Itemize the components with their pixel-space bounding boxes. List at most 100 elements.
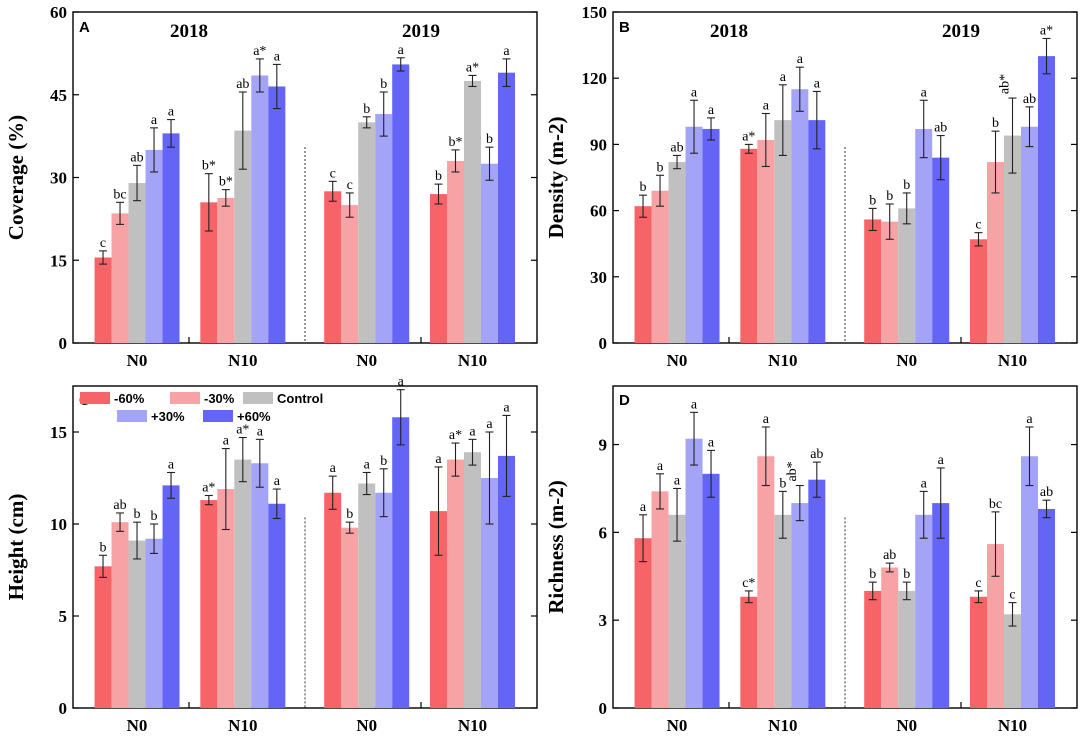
y-tick-label: 0 bbox=[599, 699, 608, 718]
x-category-label: N0 bbox=[356, 716, 377, 735]
bar bbox=[498, 72, 516, 343]
bar bbox=[268, 503, 286, 708]
panel-letter: B bbox=[619, 19, 630, 36]
y-tick-label: 120 bbox=[582, 69, 608, 88]
significance-label: b* bbox=[202, 159, 216, 174]
significance-label: b bbox=[992, 116, 999, 131]
bar bbox=[464, 80, 482, 343]
bar bbox=[251, 463, 269, 708]
significance-label: ab bbox=[883, 548, 896, 563]
legend-swatch bbox=[243, 392, 273, 404]
bar bbox=[375, 114, 393, 343]
bar bbox=[702, 473, 720, 708]
significance-label: a bbox=[763, 412, 770, 427]
x-category-label: N10 bbox=[228, 351, 257, 370]
legend-swatch bbox=[117, 410, 147, 422]
bar bbox=[392, 64, 410, 344]
y-tick-label: 30 bbox=[590, 268, 607, 287]
significance-label: a* bbox=[236, 423, 249, 438]
bar bbox=[162, 485, 180, 708]
significance-label: a* bbox=[449, 428, 462, 443]
bar bbox=[200, 500, 218, 708]
y-tick-label: 0 bbox=[599, 334, 608, 353]
significance-label: b bbox=[657, 160, 664, 175]
significance-label: b bbox=[100, 540, 107, 555]
year-label-2018: 2018 bbox=[170, 21, 208, 42]
significance-label: a bbox=[330, 461, 337, 476]
significance-label: ab bbox=[1023, 92, 1036, 107]
bar bbox=[341, 527, 359, 708]
significance-label: a* bbox=[466, 60, 479, 75]
significance-label: ab* bbox=[998, 74, 1013, 94]
bar bbox=[234, 459, 252, 708]
y-tick-label: 0 bbox=[59, 334, 68, 353]
bar bbox=[1021, 126, 1039, 343]
significance-label: b bbox=[869, 567, 876, 582]
bar bbox=[757, 456, 775, 708]
significance-label: b bbox=[886, 189, 893, 204]
significance-label: a bbox=[398, 43, 405, 58]
significance-label: b bbox=[903, 178, 910, 193]
x-category-label: N10 bbox=[998, 351, 1027, 370]
x-category-label: N10 bbox=[228, 716, 257, 735]
bar bbox=[341, 205, 359, 343]
significance-label: a bbox=[398, 375, 405, 390]
bar bbox=[668, 514, 686, 708]
x-category-label: N0 bbox=[356, 351, 377, 370]
legend: -60% -30% Control +30% +60% bbox=[80, 391, 323, 424]
bar bbox=[145, 538, 163, 708]
significance-label: a* bbox=[742, 129, 755, 144]
bar bbox=[94, 566, 112, 708]
significance-label: b bbox=[869, 193, 876, 208]
significance-label: a bbox=[168, 457, 175, 472]
bar bbox=[791, 503, 809, 708]
bar bbox=[685, 126, 703, 343]
significance-label: a bbox=[640, 500, 647, 515]
y-axis-label: Height (cm) bbox=[4, 494, 28, 601]
significance-label: a bbox=[503, 400, 510, 415]
bar bbox=[392, 417, 410, 708]
significance-label: b bbox=[380, 77, 387, 92]
significance-label: a bbox=[797, 52, 804, 67]
bar bbox=[128, 540, 146, 708]
bar bbox=[217, 489, 235, 708]
bar bbox=[898, 208, 916, 343]
significance-label: a bbox=[657, 459, 664, 474]
y-tick-label: 15 bbox=[50, 251, 67, 270]
significance-label: a bbox=[168, 105, 175, 120]
x-category-label: N10 bbox=[998, 716, 1027, 735]
bar bbox=[1004, 135, 1022, 343]
significance-label: a bbox=[780, 70, 787, 85]
significance-label: c bbox=[1009, 588, 1015, 603]
significance-label: bc bbox=[989, 497, 1002, 512]
bar bbox=[430, 194, 448, 343]
bar bbox=[898, 590, 916, 708]
plot-frame bbox=[612, 385, 1078, 709]
bar bbox=[375, 492, 393, 708]
significance-label: ab* bbox=[785, 461, 800, 481]
legend-label: -60% bbox=[114, 391, 145, 406]
y-tick-label: 3 bbox=[599, 611, 608, 630]
bar bbox=[324, 492, 342, 708]
significance-label: ab bbox=[934, 121, 947, 136]
y-axis-label: Coverage (%) bbox=[4, 115, 28, 240]
bar bbox=[1021, 456, 1039, 708]
y-tick-label: 9 bbox=[599, 436, 608, 455]
significance-label: c bbox=[100, 236, 106, 251]
legend-label: Control bbox=[277, 391, 323, 406]
significance-label: ab bbox=[670, 140, 683, 155]
year-label-2019: 2019 bbox=[402, 21, 440, 42]
significance-label: a bbox=[257, 424, 264, 439]
significance-label: ab bbox=[1040, 485, 1053, 500]
bar bbox=[1038, 56, 1056, 344]
bar bbox=[757, 139, 775, 343]
bar bbox=[217, 197, 235, 343]
bar bbox=[970, 596, 988, 708]
significance-label: b bbox=[151, 509, 158, 524]
bar bbox=[932, 503, 950, 708]
plot-frame bbox=[612, 11, 1078, 344]
legend-swatch bbox=[170, 392, 200, 404]
bar bbox=[251, 75, 269, 344]
bar bbox=[358, 483, 376, 708]
